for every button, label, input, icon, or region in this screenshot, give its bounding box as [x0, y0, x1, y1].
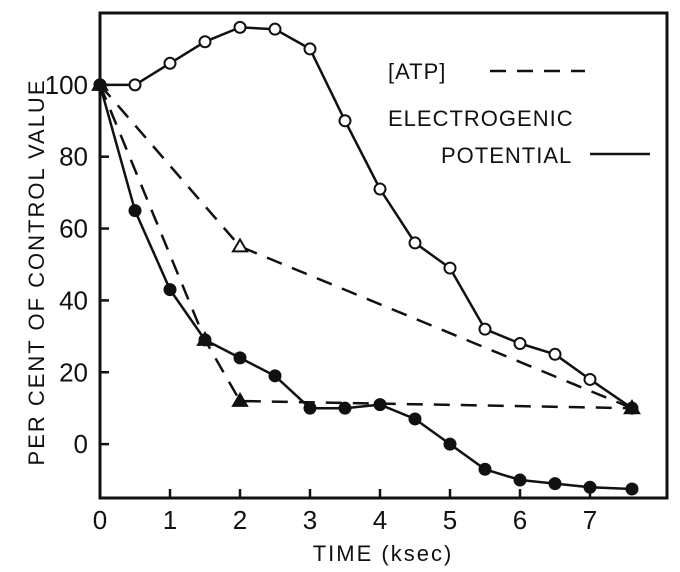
legend-label-atp: [ATP]	[388, 59, 446, 84]
x-tick-label: 5	[443, 505, 457, 535]
legend-label-electrogenic: ELECTROGENIC	[388, 106, 574, 131]
data-point-filled-circle	[583, 480, 597, 494]
y-tick-label: 100	[45, 70, 88, 100]
data-point-open-circle	[513, 337, 527, 351]
data-point-open-circle	[548, 347, 562, 361]
data-point-filled-circle	[163, 283, 177, 297]
x-tick-label: 1	[163, 505, 177, 535]
x-tick-label: 4	[373, 505, 387, 535]
x-tick-label: 0	[93, 505, 107, 535]
legend-label-potential: POTENTIAL	[441, 143, 572, 168]
x-tick-label: 6	[513, 505, 527, 535]
data-point-open-circle	[408, 236, 422, 250]
data-point-filled-triangle	[196, 330, 214, 346]
data-point-open-circle	[268, 22, 282, 36]
data-point-open-circle	[338, 114, 352, 128]
series-line-open-circle	[100, 26, 633, 410]
y-axis-title: PER CENT OF CONTROL VALUE	[24, 79, 49, 466]
data-point-filled-triangle	[623, 399, 641, 415]
data-point-open-circle	[583, 372, 597, 386]
data-point-filled-circle	[513, 473, 527, 487]
data-point-filled-circle	[233, 351, 247, 365]
data-point-open-circle	[198, 35, 212, 49]
legend: [ATP] ELECTROGENIC POTENTIAL	[388, 59, 650, 168]
data-point-open-circle	[303, 42, 317, 56]
x-axis-title: TIME (ksec)	[313, 541, 454, 566]
series-line-open-triangle	[99, 84, 633, 410]
data-point-filled-circle	[128, 204, 142, 218]
data-point-open-triangle	[231, 237, 249, 253]
data-point-filled-triangle	[91, 75, 109, 91]
data-point-filled-circle	[268, 369, 282, 383]
series-line-filled-circle	[98, 84, 633, 491]
y-tick-label: 80	[59, 142, 88, 172]
plot-border	[98, 11, 669, 500]
data-point-open-circle	[233, 20, 247, 34]
y-tick-label: 0	[74, 429, 88, 459]
data-point-open-circle	[163, 56, 177, 70]
data-point-filled-circle	[625, 482, 639, 496]
data-point-filled-triangle	[231, 392, 249, 407]
x-tick-label: 3	[303, 505, 317, 535]
data-point-filled-circle	[303, 401, 317, 415]
data-point-open-circle	[478, 322, 492, 336]
y-tick-label: 40	[59, 285, 88, 315]
data-point-filled-circle	[338, 401, 352, 415]
data-point-filled-circle	[478, 462, 492, 476]
series-1	[93, 78, 639, 496]
series-line-filled-triangle	[98, 84, 633, 410]
data-point-filled-circle	[548, 477, 562, 491]
x-tick-label: 2	[233, 505, 247, 535]
data-point-open-circle	[373, 182, 387, 196]
plot-frame	[98, 11, 669, 500]
y-tick-label: 20	[59, 357, 88, 387]
series-3	[91, 75, 641, 415]
data-point-open-circle	[443, 261, 457, 275]
series-layer	[91, 20, 641, 496]
data-point-filled-circle	[408, 412, 422, 426]
data-point-open-circle	[128, 78, 142, 92]
y-tick-label: 60	[59, 214, 88, 244]
series-0	[93, 20, 639, 415]
data-point-filled-circle	[443, 437, 457, 451]
axis-ticks: 0 1 2 3 4 5 6 7 0 20 40 60 80 100	[45, 70, 598, 535]
x-tick-label: 7	[583, 505, 597, 535]
